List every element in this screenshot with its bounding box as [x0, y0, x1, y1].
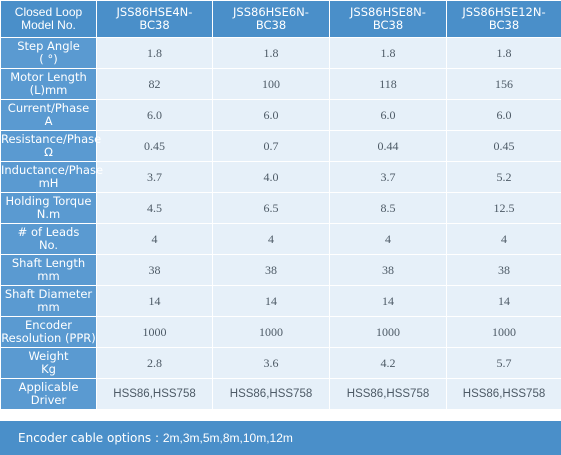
table-row: Weight Kg 2.8 3.6 4.2 5.7: [0, 347, 561, 379]
table-cell: 4: [446, 223, 561, 255]
row-label: Applicable Driver: [0, 378, 97, 410]
table-cell: 1000: [212, 316, 330, 348]
table-row: Current/Phase A 6.0 6.0 6.0 6.0: [0, 99, 561, 131]
table-cell: 0.45: [96, 130, 213, 162]
encoder-cable-footer: Encoder cable options : 2m,3m,5m,8m,10m,…: [0, 421, 561, 455]
spec-body: Step Angle( °) 1.8 1.8 1.8 1.8 Motor Length (L…: [0, 37, 561, 410]
table-cell: 14: [212, 285, 330, 317]
table-row: Shaft Length mm 38 38 38 38: [0, 254, 561, 286]
table-row: Inductance/Phase mH 3.7 4.0 3.7 5.2: [0, 161, 561, 193]
table-row: # of Leads No. 4 4 4 4: [0, 223, 561, 255]
table-cell: 5.2: [446, 161, 561, 193]
table-cell: 5.7: [446, 347, 561, 379]
table-cell: 1000: [96, 316, 213, 348]
footer-label: Encoder cable options :: [18, 431, 160, 445]
row-label: Encoder Resolution (PPR): [0, 316, 97, 348]
row-label: # of Leads No.: [0, 223, 97, 255]
row-label: Weight Kg: [0, 347, 97, 379]
table-cell: 1.8: [212, 37, 330, 69]
table-cell: 156: [446, 68, 561, 100]
table-cell: 6.0: [329, 99, 447, 131]
table-cell: 4.2: [329, 347, 447, 379]
table-cell: 1000: [446, 316, 561, 348]
table-cell: 118: [329, 68, 447, 100]
table-cell: 6.5: [212, 192, 330, 224]
table-cell: 4: [329, 223, 447, 255]
table-cell: 14: [96, 285, 213, 317]
table-cell: 0.45: [446, 130, 561, 162]
table-cell: 100: [212, 68, 330, 100]
table-cell: HSS86,HSS758: [329, 378, 447, 410]
model-header: JSS86HSE6N- BC38: [212, 0, 330, 38]
table-cell: 6.0: [446, 99, 561, 131]
table-cell: 4: [212, 223, 330, 255]
row-label: Current/Phase A: [0, 99, 97, 131]
model-header: JSS86HSE8N- BC38: [329, 0, 447, 38]
table-cell: 1000: [329, 316, 447, 348]
table-cell: 38: [212, 254, 330, 286]
table-cell: 38: [96, 254, 213, 286]
footer-value: 2m,3m,5m,8m,10m,12m: [162, 431, 293, 445]
table-cell: 1.8: [446, 37, 561, 69]
table-row: Motor Length (L)mm 82 100 118 156: [0, 68, 561, 100]
table-cell: 4.0: [212, 161, 330, 193]
row-label: Shaft Length mm: [0, 254, 97, 286]
table-cell: 82: [96, 68, 213, 100]
row-label: Step Angle( °): [0, 37, 97, 69]
table-row: Step Angle( °) 1.8 1.8 1.8 1.8: [0, 37, 561, 69]
table-cell: 3.7: [96, 161, 213, 193]
table-cell: 8.5: [329, 192, 447, 224]
row-label: Holding Torque N.m: [0, 192, 97, 224]
row-label: Inductance/Phase mH: [0, 161, 103, 193]
row-label: Resistance/Phase Ω: [0, 130, 101, 162]
table-cell: HSS86,HSS758: [446, 378, 561, 410]
table-cell: 12.5: [446, 192, 561, 224]
table-cell: 14: [446, 285, 561, 317]
table-cell: 14: [329, 285, 447, 317]
table-cell: 1.8: [96, 37, 213, 69]
table-row: Applicable Driver HSS86,HSS758 HSS86,HSS758…: [0, 378, 561, 410]
model-no-header: Closed Loop Model No.: [0, 0, 97, 38]
spec-table: Closed Loop Model No. JSS86HSE4N- BC38 J…: [0, 0, 561, 410]
table-cell: 38: [446, 254, 561, 286]
table-cell: 3.7: [329, 161, 447, 193]
table-cell: HSS86,HSS758: [212, 378, 330, 410]
table-cell: 38: [329, 254, 447, 286]
table-cell: 6.0: [96, 99, 213, 131]
table-cell: 3.6: [212, 347, 330, 379]
table-row: Encoder Resolution (PPR) 1000 1000 1000 1000: [0, 316, 561, 348]
table-cell: 2.8: [96, 347, 213, 379]
table-cell: 0.7: [212, 130, 330, 162]
table-cell: 1.8: [329, 37, 447, 69]
row-label: Motor Length (L)mm: [0, 68, 97, 100]
header-row: Closed Loop Model No. JSS86HSE4N- BC38 J…: [0, 0, 561, 38]
table-row: Shaft Diameter mm 14 14 14 14: [0, 285, 561, 317]
table-cell: 6.0: [212, 99, 330, 131]
row-label: Shaft Diameter mm: [0, 285, 97, 317]
table-cell: 0.44: [329, 130, 447, 162]
model-header: JSS86HSE12N- BC38: [446, 0, 561, 38]
table-cell: HSS86,HSS758: [96, 378, 213, 410]
table-row: Holding Torque N.m 4.5 6.5 8.5 12.5: [0, 192, 561, 224]
table-cell: 4: [96, 223, 213, 255]
model-header: JSS86HSE4N- BC38: [96, 0, 213, 38]
table-cell: 4.5: [96, 192, 213, 224]
table-row: Resistance/Phase Ω 0.45 0.7 0.44 0.45: [0, 130, 561, 162]
